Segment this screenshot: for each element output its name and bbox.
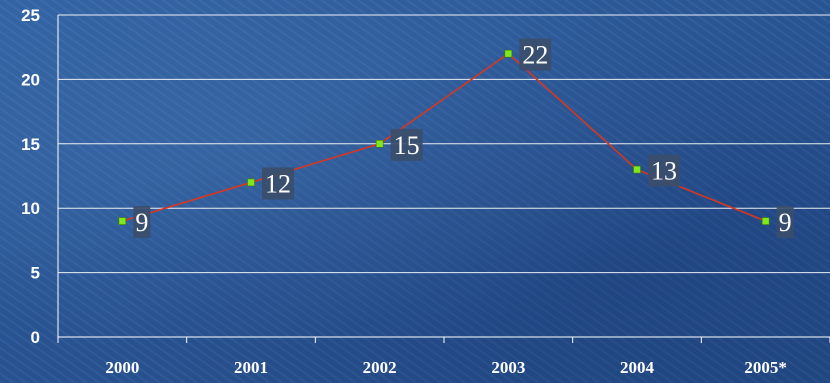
data-point: [375, 140, 384, 148]
data-point: [247, 178, 255, 187]
data-label-box: [390, 128, 423, 161]
data-label: 22: [522, 41, 548, 70]
data-label-box: [648, 154, 680, 187]
y-tick-label: 10: [21, 199, 40, 218]
data-label-box: [262, 167, 294, 200]
y-tick-label: 20: [21, 70, 40, 89]
x-tick-label: 2004: [620, 358, 655, 377]
x-tick-label: 2002: [363, 358, 397, 377]
x-tick-label: 2003: [491, 358, 525, 377]
x-tick-label: 2005*: [744, 358, 787, 377]
data-label-box: [776, 206, 794, 239]
x-tick-label: 2001: [234, 358, 268, 377]
data-label-box: [133, 206, 151, 239]
x-tick-label: 2000: [105, 358, 139, 377]
data-point: [761, 217, 770, 225]
data-point: [633, 165, 641, 174]
data-label: 9: [135, 208, 148, 237]
y-tick-label: 25: [21, 6, 40, 25]
data-label: 13: [651, 157, 677, 186]
y-tick-label: 0: [31, 328, 40, 347]
data-label-box: [519, 38, 552, 71]
data-label: 15: [394, 131, 420, 160]
y-tick-label: 5: [31, 264, 40, 283]
y-tick-label: 15: [21, 135, 40, 154]
data-label: 12: [265, 169, 291, 198]
data-point: [118, 217, 127, 225]
series-line: [122, 52, 766, 222]
data-label: 9: [779, 208, 792, 237]
data-point: [504, 49, 513, 58]
